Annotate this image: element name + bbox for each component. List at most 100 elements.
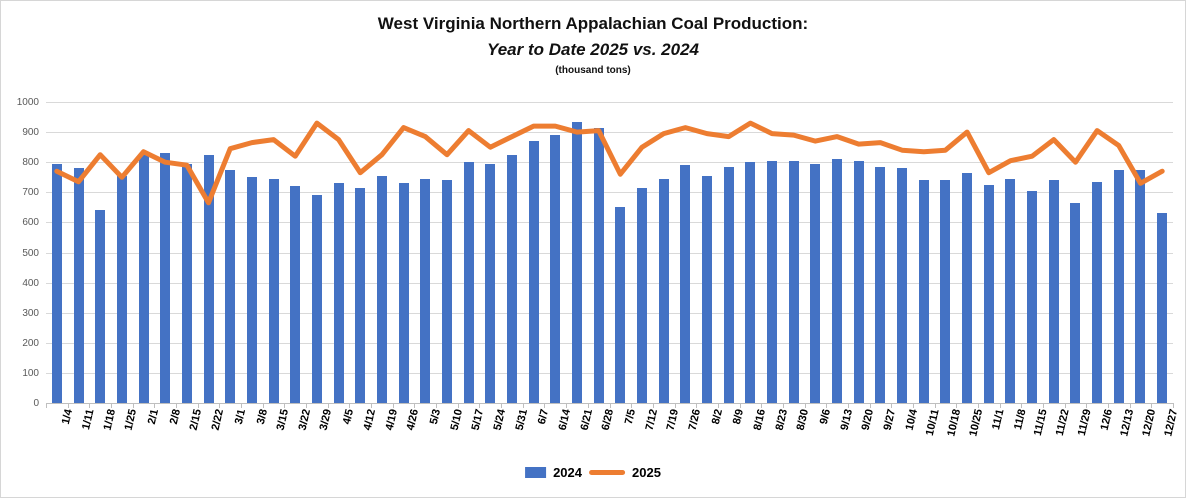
bar-2024-3/29 (311, 195, 322, 403)
bar-2024-6/28 (593, 127, 604, 403)
x-axis-tick (349, 404, 351, 408)
x-axis-tick (544, 404, 546, 408)
x-axis-label-3/29: 3/29 (318, 408, 335, 432)
x-axis-tick (457, 404, 459, 408)
bar-2024-5/24 (485, 163, 496, 403)
bar-2024-11/15 (1027, 190, 1038, 403)
x-axis-label-10/18: 10/18 (945, 408, 964, 438)
bar-2024-2/22 (203, 154, 214, 403)
bar-2024-7/12 (637, 187, 647, 403)
x-axis-tick (739, 404, 741, 408)
x-axis-tick (717, 404, 719, 408)
x-axis-label-9/6: 9/6 (817, 408, 834, 426)
bar-2024-7/19 (658, 178, 669, 403)
x-axis-tick (782, 404, 784, 408)
x-axis-label-3/22: 3/22 (296, 408, 313, 432)
x-axis-label-4/12: 4/12 (361, 408, 378, 432)
x-axis-tick (176, 404, 178, 408)
gridline (46, 312, 1173, 314)
bar-2024-11/8 (1005, 178, 1016, 403)
x-axis-label-2/22: 2/22 (209, 408, 227, 432)
x-axis-tick (1042, 404, 1044, 408)
x-axis-label-7/5: 7/5 (622, 408, 639, 426)
legend-label-2025: 2025 (632, 465, 661, 480)
gridline (46, 102, 1173, 103)
x-axis-tick (371, 404, 373, 408)
x-axis-label-1/25: 1/25 (123, 408, 140, 432)
x-axis-label-8/16: 8/16 (751, 408, 769, 432)
bar-2024-6/7 (528, 141, 539, 403)
chart-subtitle: Year to Date 2025 vs. 2024 (486, 40, 699, 60)
bar-2024-2/15 (181, 163, 192, 403)
x-axis-tick (847, 404, 849, 408)
bar-2024-8/23 (767, 160, 778, 403)
x-axis-tick (977, 404, 979, 408)
bar-2024-5/3 (420, 178, 431, 403)
x-axis-label-11/22: 11/22 (1053, 408, 1072, 437)
x-axis-tick (1129, 404, 1131, 408)
x-axis-tick (912, 404, 914, 408)
x-axis-tick (696, 404, 698, 408)
bar-2024-7/26 (680, 165, 691, 403)
x-axis-label-11/8: 11/8 (1011, 408, 1029, 431)
legend: 2024 2025 (525, 465, 661, 480)
x-axis-label-2/1: 2/1 (146, 408, 162, 426)
gridline (46, 282, 1173, 284)
x-axis-tick (522, 404, 524, 408)
x-axis-label-3/1: 3/1 (232, 408, 248, 426)
x-axis-label-4/5: 4/5 (341, 408, 357, 426)
gridline (46, 252, 1173, 254)
x-axis-tick (1021, 404, 1023, 408)
bar-2024-12/27 (1157, 213, 1168, 403)
x-axis-tick (262, 404, 264, 408)
x-axis-label-4/19: 4/19 (383, 408, 400, 432)
bar-2024-11/29 (1070, 202, 1081, 403)
y-axis-label: 600 (22, 217, 39, 229)
bar-2024-1/25 (116, 175, 127, 403)
x-axis-tick (869, 404, 871, 408)
x-axis-label-11/1: 11/1 (990, 408, 1007, 431)
bar-2024-10/25 (962, 172, 973, 403)
x-axis-tick (111, 404, 113, 408)
x-axis-tick (284, 404, 286, 408)
x-axis-tick (327, 404, 329, 408)
x-axis-label-1/4: 1/4 (59, 408, 75, 426)
x-axis-label-8/9: 8/9 (731, 408, 747, 426)
x-axis-label-7/12: 7/12 (643, 408, 660, 432)
plot-area (46, 102, 1173, 403)
bar-2024-5/31 (506, 154, 517, 403)
gridline (46, 372, 1173, 374)
bar-2024-9/13 (832, 159, 843, 403)
x-axis-tick (1086, 404, 1088, 408)
bar-2024-3/15 (268, 178, 279, 403)
x-axis-tick (414, 404, 416, 408)
bar-2024-12/13 (1113, 169, 1124, 403)
x-axis-label-9/20: 9/20 (859, 408, 877, 432)
x-axis-label-1/18: 1/18 (101, 408, 118, 432)
x-axis-tick (392, 404, 394, 408)
legend-swatch-2025 (589, 470, 625, 475)
x-axis-label-7/19: 7/19 (664, 408, 682, 432)
bar-2024-10/18 (940, 180, 951, 403)
bar-2024-12/6 (1092, 181, 1103, 403)
bar-2024-11/1 (983, 184, 994, 403)
line-2025-path (54, 120, 1165, 206)
x-axis-label-7/26: 7/26 (686, 408, 704, 432)
x-axis-line (46, 403, 1174, 404)
gridline (46, 132, 1173, 134)
x-axis-label-8/30: 8/30 (794, 408, 812, 432)
x-axis-tick (67, 404, 69, 408)
x-axis-label-9/13: 9/13 (838, 408, 855, 432)
x-axis-label-6/21: 6/21 (578, 408, 595, 432)
y-axis-label: 1000 (16, 97, 39, 108)
x-axis-tick (1173, 404, 1174, 408)
x-axis-tick (479, 404, 481, 408)
x-axis-tick (46, 404, 47, 408)
x-axis-tick (566, 404, 568, 408)
y-axis-label: 700 (22, 187, 39, 199)
x-axis-tick (674, 404, 676, 408)
bar-2024-9/27 (875, 166, 886, 403)
y-axis-label: 100 (22, 367, 39, 379)
x-axis-label-12/13: 12/13 (1118, 408, 1137, 438)
bar-2024-10/4 (897, 168, 908, 403)
